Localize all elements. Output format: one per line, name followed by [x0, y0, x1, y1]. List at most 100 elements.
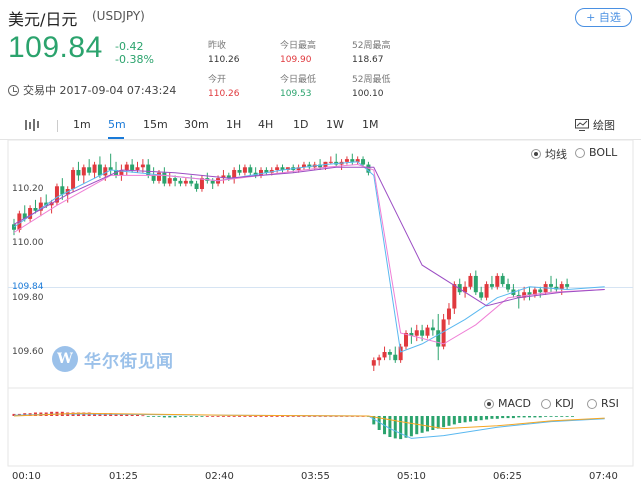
current-price-label: 109.84 — [12, 282, 44, 292]
stat-label: 今日最低 — [280, 75, 317, 85]
macd-bar — [141, 415, 145, 417]
macd-bar — [372, 416, 376, 425]
add-watchlist-button[interactable]: + 自选 — [575, 8, 632, 27]
candle-body — [409, 332, 414, 336]
trading-status: 交易中 2017-09-04 07:43:24 — [8, 82, 176, 98]
macd-bar — [409, 416, 413, 437]
tab-1mo[interactable]: 1M — [362, 118, 379, 131]
macd-bar — [195, 416, 199, 417]
candle-body — [194, 183, 199, 189]
candle-body — [38, 202, 43, 211]
candle-body — [361, 159, 366, 165]
candle-body — [264, 169, 269, 173]
candle-body — [506, 284, 511, 290]
indicator-macd-option[interactable]: MACD — [484, 397, 531, 410]
macd-bar — [119, 413, 123, 416]
candle-body — [377, 357, 382, 361]
candle-body — [178, 180, 183, 184]
candle-body — [522, 292, 527, 298]
x-tick-label: 01:25 — [109, 471, 138, 482]
candle-body — [22, 213, 27, 219]
tab-5m[interactable]: 5m — [108, 118, 126, 131]
tab-1w[interactable]: 1W — [326, 118, 344, 131]
macd-bar — [490, 416, 494, 419]
macd-bar — [178, 416, 182, 417]
overlay-boll-option[interactable]: BOLL — [575, 146, 617, 159]
macd-bar — [501, 416, 505, 419]
candle-body — [44, 202, 49, 206]
candle-body — [532, 289, 537, 295]
indicator-kdj-option[interactable]: KDJ — [541, 397, 574, 410]
stat-value: 109.90 — [280, 55, 312, 65]
x-tick-label: 05:10 — [397, 471, 426, 482]
candle-body — [275, 167, 280, 170]
stat-label: 52周最低 — [352, 75, 391, 85]
candle-body — [371, 360, 376, 366]
macd-bar — [538, 416, 542, 418]
candle-body — [81, 167, 86, 176]
macd-bar — [232, 416, 236, 417]
candle-body — [554, 286, 559, 290]
macd-bar — [259, 416, 263, 417]
macd-bar — [528, 416, 532, 418]
macd-bar — [307, 416, 311, 417]
stat-value: 100.10 — [352, 89, 384, 99]
macd-bar — [570, 416, 574, 417]
x-tick-label: 03:55 — [301, 471, 330, 482]
macd-bar — [415, 416, 419, 435]
tab-1m[interactable]: 1m — [73, 118, 91, 131]
candlestick-type-icon[interactable] — [24, 119, 40, 131]
watermark: W 华尔街见闻 — [52, 346, 174, 372]
candle-body — [425, 327, 430, 336]
candle-body — [436, 330, 441, 347]
stat-label: 52周最高 — [352, 41, 391, 51]
macd-bar — [152, 416, 156, 417]
candle-body — [318, 164, 323, 168]
candle-body — [387, 352, 392, 355]
tab-30m[interactable]: 30m — [184, 118, 209, 131]
candle-body — [189, 180, 194, 184]
macd-bar — [533, 416, 537, 418]
wallstreetcn-logo-icon: W — [52, 346, 78, 372]
candle-body — [463, 286, 468, 293]
active-tab-indicator — [108, 137, 124, 139]
macd-bar — [184, 416, 188, 417]
candle-body — [344, 159, 349, 162]
candle-body — [538, 289, 543, 293]
candle-body — [457, 284, 462, 293]
x-tick-label: 02:40 — [205, 471, 234, 482]
tab-4h[interactable]: 4H — [258, 118, 274, 131]
macd-bar — [189, 416, 193, 417]
macd-bar — [329, 416, 333, 417]
indicator-rsi-option[interactable]: RSI — [587, 397, 619, 410]
candle-body — [146, 164, 151, 176]
ma-mid-line — [13, 163, 605, 345]
stat-day-low: 今日最低 109.53 — [280, 72, 316, 99]
macd-bar — [302, 416, 306, 417]
macd-bar — [168, 416, 172, 418]
tab-1d[interactable]: 1D — [293, 118, 309, 131]
macd-bar — [340, 416, 344, 417]
macd-bar — [425, 416, 429, 432]
macd-bar — [313, 416, 317, 417]
candle-body — [183, 180, 188, 184]
x-tick-label: 00:10 — [12, 471, 41, 482]
draw-tool-button[interactable]: 绘图 — [575, 117, 615, 133]
radio-unselected-icon — [541, 398, 551, 409]
tab-1h[interactable]: 1H — [226, 118, 242, 131]
watermark-text: 华尔街见闻 — [84, 351, 174, 372]
stat-label: 昨收 — [208, 41, 227, 51]
stat-open: 今开 110.26 — [208, 72, 240, 99]
macd-bar — [517, 416, 521, 418]
tab-15m[interactable]: 15m — [143, 118, 168, 131]
candle-body — [199, 178, 204, 189]
candle-body — [124, 164, 129, 170]
macd-bar — [275, 416, 279, 417]
candle-body — [87, 167, 92, 173]
overlay-ma-option[interactable]: 均线 — [531, 146, 567, 162]
candle-body — [489, 284, 494, 287]
candle-body — [167, 178, 172, 184]
pair-code: (USDJPY) — [92, 9, 145, 23]
macd-bar — [270, 416, 274, 417]
